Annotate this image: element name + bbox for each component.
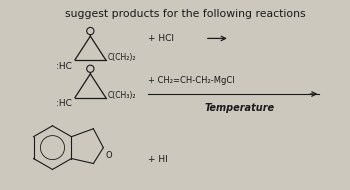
Text: C(CH₃)₂: C(CH₃)₂: [108, 91, 136, 100]
Text: O: O: [105, 151, 112, 160]
Text: Temperature: Temperature: [205, 103, 275, 113]
Text: + CH₂=CH-CH₂-MgCl: + CH₂=CH-CH₂-MgCl: [148, 76, 235, 85]
Text: :HC: :HC: [56, 62, 72, 71]
Text: + HCl: + HCl: [148, 34, 174, 43]
Text: + HI: + HI: [148, 155, 168, 164]
Text: suggest products for the following reactions: suggest products for the following react…: [65, 9, 305, 19]
Text: :HC: :HC: [56, 100, 72, 108]
Text: C(CH₂)₂: C(CH₂)₂: [108, 53, 136, 62]
